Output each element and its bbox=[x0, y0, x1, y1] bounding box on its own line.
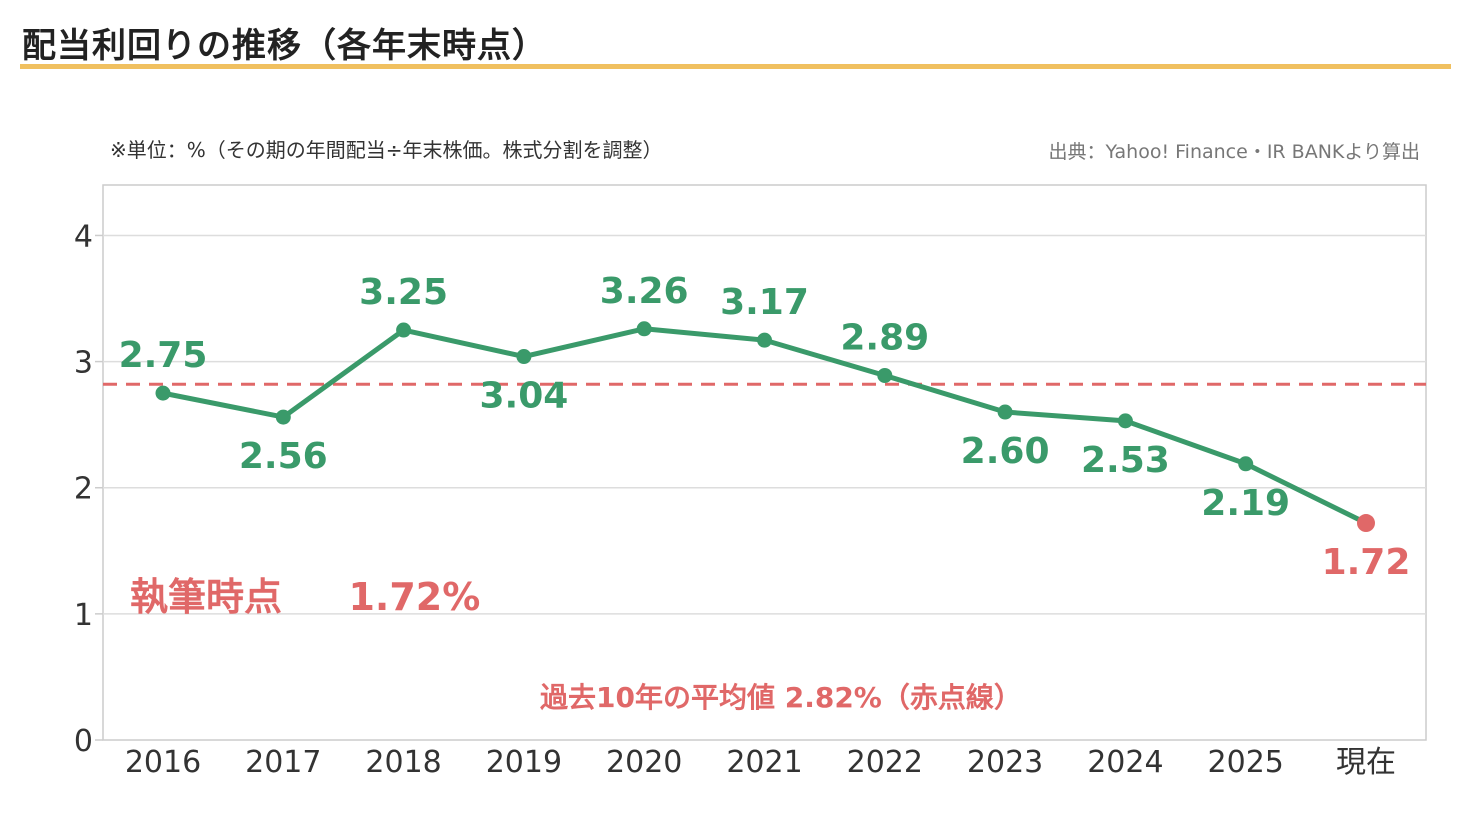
title-underline bbox=[20, 64, 1451, 69]
source-note: 出典：Yahoo! Finance・IR BANKより算出 bbox=[1048, 141, 1420, 163]
x-tick-label-5: 2021 bbox=[726, 745, 802, 780]
data-label-2020: 3.26 bbox=[600, 271, 689, 312]
data-point-2017 bbox=[275, 409, 291, 425]
data-label-2025: 2.19 bbox=[1201, 483, 1290, 524]
data-point-2025 bbox=[1238, 456, 1254, 472]
data-point-2022 bbox=[877, 367, 893, 383]
plot-area-border bbox=[102, 184, 1427, 741]
page-title: 配当利回りの推移（各年末時点） bbox=[22, 26, 547, 66]
x-tick-label-2: 2018 bbox=[365, 745, 441, 780]
current-yield-note: 執筆時点 1.72% bbox=[130, 566, 480, 621]
data-label-2017: 2.56 bbox=[239, 436, 328, 477]
data-point-2020 bbox=[636, 321, 652, 337]
data-label-2019: 3.04 bbox=[479, 376, 568, 417]
average-note: 過去10年の平均値 2.82%（赤点線） bbox=[540, 681, 1022, 714]
data-label-2016: 2.75 bbox=[119, 335, 208, 376]
y-tick-label-2: 2 bbox=[74, 472, 93, 507]
yield-series-line bbox=[162, 326, 1368, 526]
data-point-現在 bbox=[1357, 514, 1375, 533]
x-tick-label-0: 2016 bbox=[125, 745, 201, 780]
current-yield-value: 1.72% bbox=[348, 575, 481, 619]
data-label-現在: 1.72 bbox=[1322, 542, 1411, 583]
x-tick-label-1: 2017 bbox=[245, 745, 321, 780]
y-tick-label-0: 0 bbox=[74, 724, 93, 759]
x-tick-label-10: 現在 bbox=[1336, 745, 1396, 780]
y-tick-label-1: 1 bbox=[74, 598, 93, 633]
data-label-2022: 2.89 bbox=[840, 317, 929, 358]
current-yield-label: 執筆時点 bbox=[130, 575, 283, 619]
data-point-2024 bbox=[1117, 413, 1133, 429]
x-tick-label-4: 2020 bbox=[606, 745, 682, 780]
unit-note: ※単位：%（その期の年間配当÷年末株価。株式分割を調整） bbox=[110, 138, 663, 162]
data-point-2016 bbox=[155, 385, 171, 401]
y-tick-label-4: 4 bbox=[74, 219, 93, 254]
x-tick-label-6: 2022 bbox=[847, 745, 923, 780]
data-point-2018 bbox=[396, 322, 412, 338]
data-point-2021 bbox=[757, 332, 772, 348]
data-label-2021: 3.17 bbox=[720, 282, 809, 323]
data-label-2024: 2.53 bbox=[1081, 440, 1170, 481]
data-point-2023 bbox=[997, 404, 1013, 420]
data-label-2018: 3.25 bbox=[359, 272, 448, 313]
data-label-2023: 2.60 bbox=[961, 431, 1050, 472]
data-point-2019 bbox=[516, 349, 532, 365]
x-tick-label-9: 2025 bbox=[1208, 745, 1284, 780]
x-tick-label-7: 2023 bbox=[967, 745, 1043, 780]
x-tick-label-3: 2019 bbox=[486, 745, 562, 780]
y-tick-label-3: 3 bbox=[74, 346, 93, 381]
x-tick-label-8: 2024 bbox=[1087, 745, 1163, 780]
